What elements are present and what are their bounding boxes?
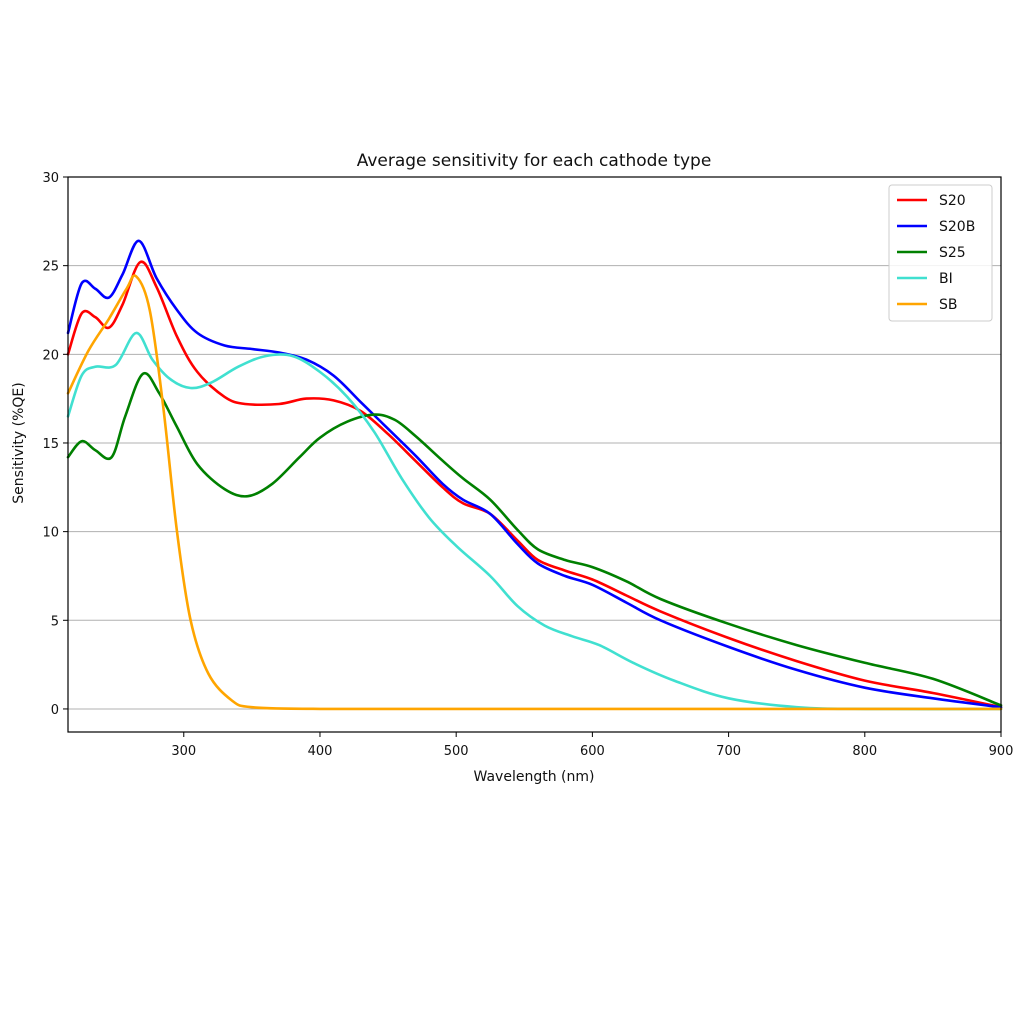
y-tick-label-20: 20	[42, 348, 59, 363]
y-axis-label: Sensitivity (%QE)	[11, 382, 27, 503]
legend: S20 S20B S25 BI SB	[888, 184, 993, 322]
series-line-s20	[66, 260, 1003, 709]
x-axis-label: Wavelength (nm)	[474, 769, 595, 785]
plot-frame	[67, 176, 1002, 733]
x-tick-label-700: 700	[716, 744, 741, 759]
series-lines	[66, 239, 1003, 711]
x-tick-label-300: 300	[171, 744, 196, 759]
x-tick-label-500: 500	[444, 744, 469, 759]
series-line-sb	[66, 274, 1003, 711]
x-tick-label-800: 800	[852, 744, 877, 759]
series-line-s25	[66, 371, 1003, 707]
y-tick-label-10: 10	[42, 526, 59, 541]
legend-label-s25: S25	[939, 245, 966, 261]
series-line-bi	[66, 331, 1003, 711]
y-tick-label-30: 30	[42, 171, 59, 186]
chart-title: Average sensitivity for each cathode typ…	[357, 151, 712, 171]
y-tick-label-0: 0	[51, 703, 59, 718]
y-tick-label-15: 15	[42, 437, 59, 452]
x-tick-label-900: 900	[989, 744, 1014, 759]
x-axis-ticks: 300 400 500 600 700 800 900	[171, 732, 1013, 759]
legend-box	[888, 184, 993, 322]
legend-label-s20: S20	[939, 193, 966, 209]
y-tick-label-5: 5	[51, 614, 59, 629]
y-axis-ticks: 0 5 10 15 20 25 30	[42, 171, 68, 718]
legend-label-s20b: S20B	[939, 219, 975, 235]
legend-label-sb: SB	[939, 297, 958, 313]
x-tick-label-600: 600	[580, 744, 605, 759]
legend-label-bi: BI	[939, 271, 953, 287]
series-line-s20b	[66, 239, 1003, 709]
x-tick-label-400: 400	[308, 744, 333, 759]
y-tick-label-25: 25	[42, 260, 59, 275]
